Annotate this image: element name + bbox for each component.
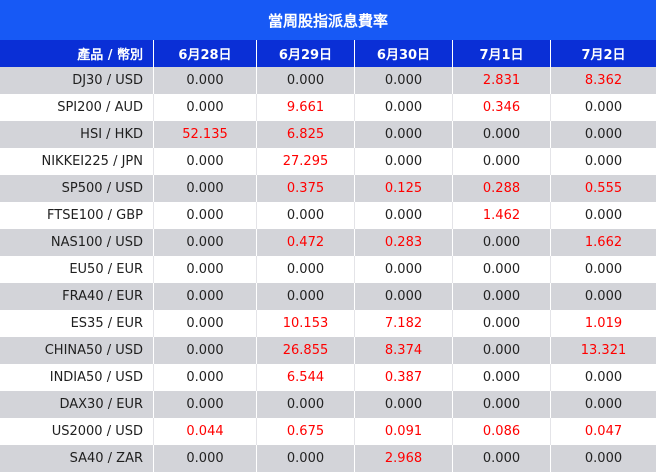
rate-cell: 0.000: [257, 67, 355, 94]
rate-cell: 0.000: [257, 391, 355, 418]
header-product: 產品 / 幣別: [0, 40, 154, 67]
rate-cell: 0.000: [453, 229, 551, 256]
product-cell: NAS100 / USD: [0, 229, 154, 256]
header-date: 6月29日: [257, 40, 355, 67]
product-cell: ES35 / EUR: [0, 310, 154, 337]
rate-cell: 1.462: [453, 202, 551, 229]
product-cell: SP500 / USD: [0, 175, 154, 202]
rate-cell: 0.000: [551, 391, 656, 418]
rate-cell: 0.387: [355, 364, 453, 391]
rate-cell: 2.831: [453, 67, 551, 94]
rate-cell: 10.153: [257, 310, 355, 337]
rate-cell: 8.374: [355, 337, 453, 364]
product-cell: FTSE100 / GBP: [0, 202, 154, 229]
rate-cell: 0.000: [154, 391, 257, 418]
rate-cell: 1.662: [551, 229, 656, 256]
rate-cell: 0.000: [551, 202, 656, 229]
rate-cell: 0.000: [453, 310, 551, 337]
rate-cell: 0.000: [551, 256, 656, 283]
rate-cell: 0.000: [257, 202, 355, 229]
rate-cell: 0.000: [154, 283, 257, 310]
rate-cell: 0.000: [154, 229, 257, 256]
rate-cell: 0.000: [257, 256, 355, 283]
rate-cell: 0.555: [551, 175, 656, 202]
rate-cell: 1.019: [551, 310, 656, 337]
rate-cell: 0.000: [453, 445, 551, 472]
rate-cell: 0.288: [453, 175, 551, 202]
product-cell: DAX30 / EUR: [0, 391, 154, 418]
rate-cell: 0.000: [154, 67, 257, 94]
rate-cell: 0.000: [355, 256, 453, 283]
rate-cell: 0.000: [551, 283, 656, 310]
rate-cell: 6.544: [257, 364, 355, 391]
rate-cell: 0.000: [453, 256, 551, 283]
rate-cell: 0.000: [154, 148, 257, 175]
rate-cell: 0.000: [453, 148, 551, 175]
rate-cell: 0.000: [355, 202, 453, 229]
table-title: 當周股指派息費率: [0, 0, 656, 40]
rate-cell: 0.000: [154, 364, 257, 391]
rate-cell: 0.000: [154, 94, 257, 121]
rate-cell: 0.125: [355, 175, 453, 202]
rate-cell: 0.000: [551, 94, 656, 121]
rate-cell: 0.000: [154, 202, 257, 229]
rate-cell: 9.661: [257, 94, 355, 121]
rate-cell: 0.000: [355, 283, 453, 310]
product-cell: DJ30 / USD: [0, 67, 154, 94]
rate-cell: 6.825: [257, 121, 355, 148]
rate-cell: 26.855: [257, 337, 355, 364]
rate-cell: 2.968: [355, 445, 453, 472]
rate-cell: 0.000: [154, 310, 257, 337]
rate-cell: 0.000: [551, 148, 656, 175]
product-cell: US2000 / USD: [0, 418, 154, 445]
rate-cell: 0.000: [257, 445, 355, 472]
rate-cell: 0.000: [355, 391, 453, 418]
rate-cell: 0.000: [257, 283, 355, 310]
table-grid: 產品 / 幣別 6月28日 6月29日 6月30日 7月1日 7月2日 DJ30…: [0, 40, 656, 472]
rate-cell: 0.086: [453, 418, 551, 445]
header-date: 6月28日: [154, 40, 257, 67]
rate-cell: 0.000: [355, 67, 453, 94]
product-cell: FRA40 / EUR: [0, 283, 154, 310]
rate-cell: 0.283: [355, 229, 453, 256]
rate-cell: 0.346: [453, 94, 551, 121]
rate-cell: 0.000: [154, 337, 257, 364]
rate-cell: 0.091: [355, 418, 453, 445]
header-date: 7月1日: [453, 40, 551, 67]
rate-cell: 0.000: [453, 121, 551, 148]
product-cell: HSI / HKD: [0, 121, 154, 148]
product-cell: SA40 / ZAR: [0, 445, 154, 472]
rate-cell: 0.000: [551, 445, 656, 472]
rate-cell: 0.000: [154, 175, 257, 202]
rate-cell: 0.000: [154, 445, 257, 472]
rate-cell: 0.047: [551, 418, 656, 445]
product-cell: SPI200 / AUD: [0, 94, 154, 121]
rate-cell: 0.675: [257, 418, 355, 445]
rate-cell: 0.044: [154, 418, 257, 445]
rate-cell: 7.182: [355, 310, 453, 337]
rate-cell: 27.295: [257, 148, 355, 175]
header-date: 7月2日: [551, 40, 656, 67]
rate-cell: 0.000: [453, 364, 551, 391]
rate-cell: 52.135: [154, 121, 257, 148]
header-date: 6月30日: [355, 40, 453, 67]
product-cell: CHINA50 / USD: [0, 337, 154, 364]
rate-cell: 0.000: [551, 364, 656, 391]
rate-cell: 0.000: [355, 94, 453, 121]
rate-cell: 0.000: [453, 391, 551, 418]
rate-cell: 0.375: [257, 175, 355, 202]
product-cell: INDIA50 / USD: [0, 364, 154, 391]
rate-cell: 0.000: [453, 283, 551, 310]
rate-cell: 13.321: [551, 337, 656, 364]
rate-cell: 0.472: [257, 229, 355, 256]
product-cell: NIKKEI225 / JPN: [0, 148, 154, 175]
rate-cell: 0.000: [453, 337, 551, 364]
product-cell: EU50 / EUR: [0, 256, 154, 283]
rate-cell: 0.000: [355, 148, 453, 175]
rate-cell: 0.000: [551, 121, 656, 148]
rate-cell: 0.000: [154, 256, 257, 283]
rate-cell: 0.000: [355, 121, 453, 148]
rate-cell: 8.362: [551, 67, 656, 94]
